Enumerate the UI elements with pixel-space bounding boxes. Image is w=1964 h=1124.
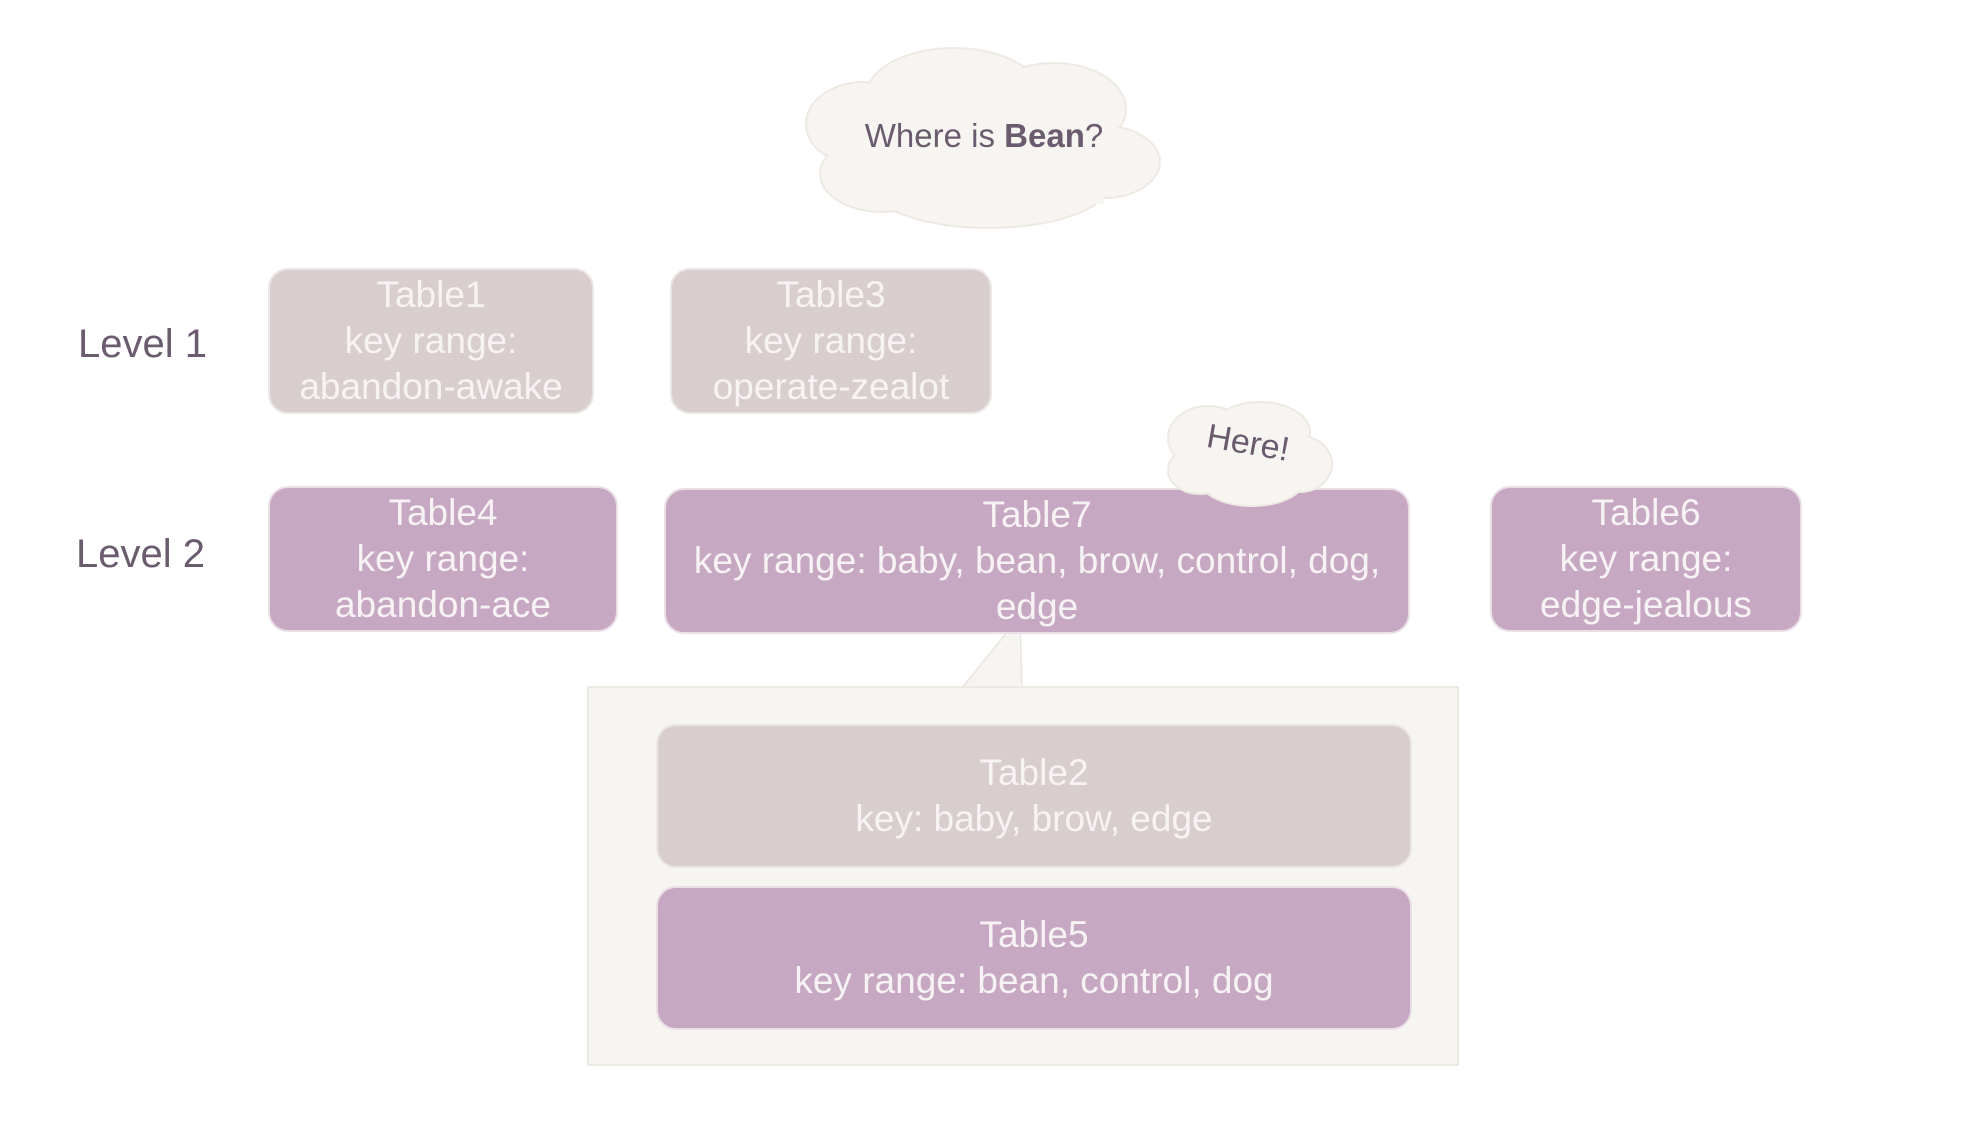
question-text: Where is Bean? — [804, 117, 1164, 155]
table-key-range-continued: edge — [995, 586, 1079, 627]
answer-cloud-shape — [1167, 401, 1333, 507]
table-box-table1: Table1 key range: abandon-awake — [268, 268, 594, 414]
question-suffix: ? — [1084, 117, 1104, 154]
table-keys: key: baby, brow, edge — [855, 798, 1213, 839]
table-name: Table6 — [1591, 492, 1701, 533]
table-key-range: key range: bean, control, dog — [794, 960, 1274, 1001]
table-name: Table1 — [376, 274, 486, 315]
table-key-range: abandon-awake — [299, 366, 563, 407]
table-name: Table2 — [979, 752, 1089, 793]
level-1-label: Level 1 — [78, 322, 207, 366]
table-box-table5: Table5 key range: bean, control, dog — [656, 886, 1412, 1030]
question-prefix: Where is — [864, 117, 1005, 154]
table-key-range: abandon-ace — [334, 584, 552, 625]
table-key-label: key range: — [744, 320, 918, 361]
table-key-label: key range: — [1559, 538, 1733, 579]
callout-pointer — [960, 625, 1023, 689]
table-box-table4: Table4 key range: abandon-ace — [268, 486, 618, 632]
table-name: Table4 — [388, 492, 498, 533]
table-box-table6: Table6 key range: edge-jealous — [1490, 486, 1802, 632]
thought-cloud-shape — [805, 47, 1161, 229]
table-name: Table3 — [776, 274, 886, 315]
table-box-table2: Table2 key: baby, brow, edge — [656, 724, 1412, 868]
table-key-range: operate-zealot — [712, 366, 950, 407]
level-2-label: Level 2 — [76, 532, 205, 576]
table-key-label: key range: — [344, 320, 518, 361]
table-key-label: key range: — [356, 538, 530, 579]
question-highlight: Bean — [1004, 117, 1085, 154]
table-name: Table5 — [979, 914, 1089, 955]
table-box-table7: Table7 key range: baby, bean, brow, cont… — [664, 488, 1410, 634]
answer-cloud: Here! — [1160, 392, 1336, 512]
table-box-table3: Table3 key range: operate-zealot — [670, 268, 992, 414]
table-name: Table7 — [982, 494, 1092, 535]
table-key-range: edge-jealous — [1540, 584, 1752, 625]
question-cloud: Where is Bean? — [804, 44, 1164, 234]
table-key-range: key range: baby, bean, brow, control, do… — [693, 540, 1381, 581]
